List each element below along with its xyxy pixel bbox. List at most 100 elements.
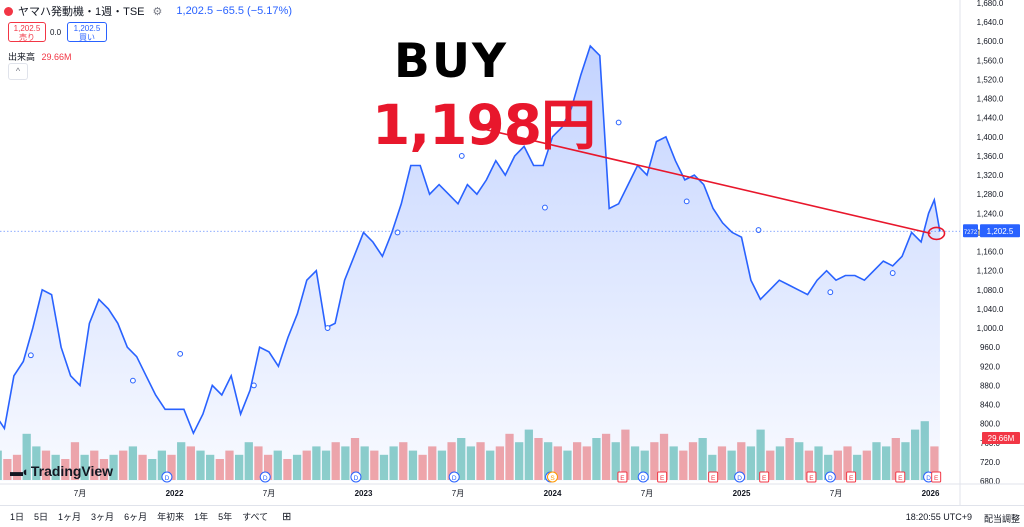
time-tick-label: 7月 [74,489,86,498]
symbol-dot-icon [4,6,13,16]
time-tick-label: 2022 [166,489,184,498]
earnings-event-icon [759,471,770,483]
event-icon-letter: D [737,475,742,482]
dividend-adjust-toggle[interactable]: 配当調整 [983,514,1020,524]
price-line [0,44,941,436]
current-price-badge-text: 1,202.5 [987,227,1014,236]
volume-legend: 出来高 29.66M [8,50,72,63]
spread-value: 0.0 [50,28,62,37]
event-icon-letter: E [849,475,854,482]
price-tick-label: 960.0 [980,343,1001,352]
range-buttons: 1日 5日 1ヶ月 3ヶ月 6ヶ月 年初来 1年 5年 すべて [10,510,268,523]
price-marker [542,204,548,211]
symbol-title[interactable]: ヤマハ発動機・1週・TSE [18,6,145,18]
collapse-legend-button[interactable]: ^ [8,63,28,80]
time-tick-label: 7月 [830,489,842,498]
time-tick-label: 7月 [263,489,275,498]
price-tick-label: 1,120.0 [977,267,1004,276]
settings-gear-icon[interactable]: ⚙ [152,5,163,18]
price-tick-label: 920.0 [980,362,1001,371]
event-icon-letter: E [660,475,665,482]
price-tick-label: 1,600.0 [977,37,1004,46]
range-5y[interactable]: 5年 [218,512,233,522]
earnings-event-icon [617,471,628,483]
price-tick-label: 680.0 [980,477,1001,486]
time-tick-label: 2024 [544,489,562,498]
range-1d[interactable]: 1日 [10,512,25,522]
event-icon-letter: D [641,475,646,482]
event-icon-letter: D [165,475,170,482]
volume-legend-value: 29.66M [41,52,72,62]
price-tick-label: 1,520.0 [977,75,1004,84]
event-icon-letter: E [809,475,814,482]
event-icon-letter: E [711,475,716,482]
price-marker [394,229,401,236]
sell-price: 1,202.5 [13,24,41,33]
price-tick-label: 800.0 [980,420,1001,429]
volume-legend-label: 出来高 [8,52,36,62]
buy-price-annotation: 1,198円 [372,93,596,157]
dividend-event-icon [259,471,271,483]
tradingview-logo[interactable]: ▬◖ TradingView [10,463,113,479]
sell-button[interactable]: 1,202.5 売り [8,22,46,42]
range-1m[interactable]: 1ヶ月 [58,512,82,522]
earnings-event-icon [657,471,668,483]
time-tick-label: 7月 [641,489,653,498]
symbol-badge-text: 7272 [964,230,978,236]
price-tick-label: 1,640.0 [977,18,1004,27]
dividend-event-icon [161,471,173,483]
chart-header: ヤマハ発動機・1週・TSE ⚙ 1,202.5 −65.5 (−5.17%) [4,3,292,19]
price-tick-label: 1,280.0 [977,190,1004,199]
clock-readout[interactable]: 18:20:55 UTC+9 [905,512,972,522]
range-ytd[interactable]: 年初来 [157,512,185,522]
price-marker [324,325,331,331]
split-event-icon [547,471,558,483]
price-marker [889,270,896,276]
range-5d[interactable]: 5日 [34,512,49,522]
price-marker [458,153,465,159]
price-area-fill [0,46,940,481]
range-1y[interactable]: 1年 [194,512,209,522]
dividend-event-icon [448,471,460,483]
price-marker [683,198,690,205]
event-icon-letter: E [934,475,939,482]
price-tick-label: 840.0 [980,401,1001,410]
earnings-event-icon [895,471,906,483]
date-range-calendar-icon[interactable]: ⊞ [282,511,292,523]
symbol-badge [963,224,978,238]
price-marker [130,377,136,384]
price-tick-label: 1,160.0 [977,248,1004,257]
price-tick-label: 1,000.0 [977,324,1004,333]
sell-label: 売り [19,33,35,42]
price-tick-label: 1,400.0 [977,133,1004,142]
event-icon-letter: E [620,475,625,482]
event-icon-letter: D [926,475,931,482]
buy-price: 1,202.5 [73,24,101,33]
event-icon-letter: D [828,475,833,482]
price-tick-label: 1,040.0 [977,305,1004,314]
price-marker [827,289,834,296]
buy-button[interactable]: 1,202.5 買い [67,22,107,42]
price-tick-label: 1,240.0 [977,209,1004,218]
price-tick-label: 1,680.0 [977,0,1004,8]
ohlc-values: 1,202.5 −65.5 (−5.17%) [176,5,292,17]
bottom-toolbar: 1日 5日 1ヶ月 3ヶ月 6ヶ月 年初来 1年 5年 すべて ⊞ 18:20:… [0,505,1024,527]
earnings-event-icon [708,471,719,483]
price-tick-label: 1,560.0 [977,56,1004,65]
dividend-event-icon [637,471,649,483]
earnings-event-icon [846,471,857,483]
current-price-badge [980,224,1020,238]
tradingview-mark-icon: ▬◖ [10,463,29,479]
event-icon-letter: D [263,475,268,482]
range-6m[interactable]: 6ヶ月 [124,512,148,522]
event-icon-letter: E [762,475,767,482]
event-icon-letter: D [354,475,359,482]
range-3m[interactable]: 3ヶ月 [91,512,115,522]
buy-annotation: BUY [394,34,509,89]
event-icon-letter: S [550,475,555,482]
trend-line [486,128,931,235]
price-marker [755,227,762,233]
range-all[interactable]: すべて [242,512,269,522]
price-tick-label: 1,320.0 [977,171,1004,180]
